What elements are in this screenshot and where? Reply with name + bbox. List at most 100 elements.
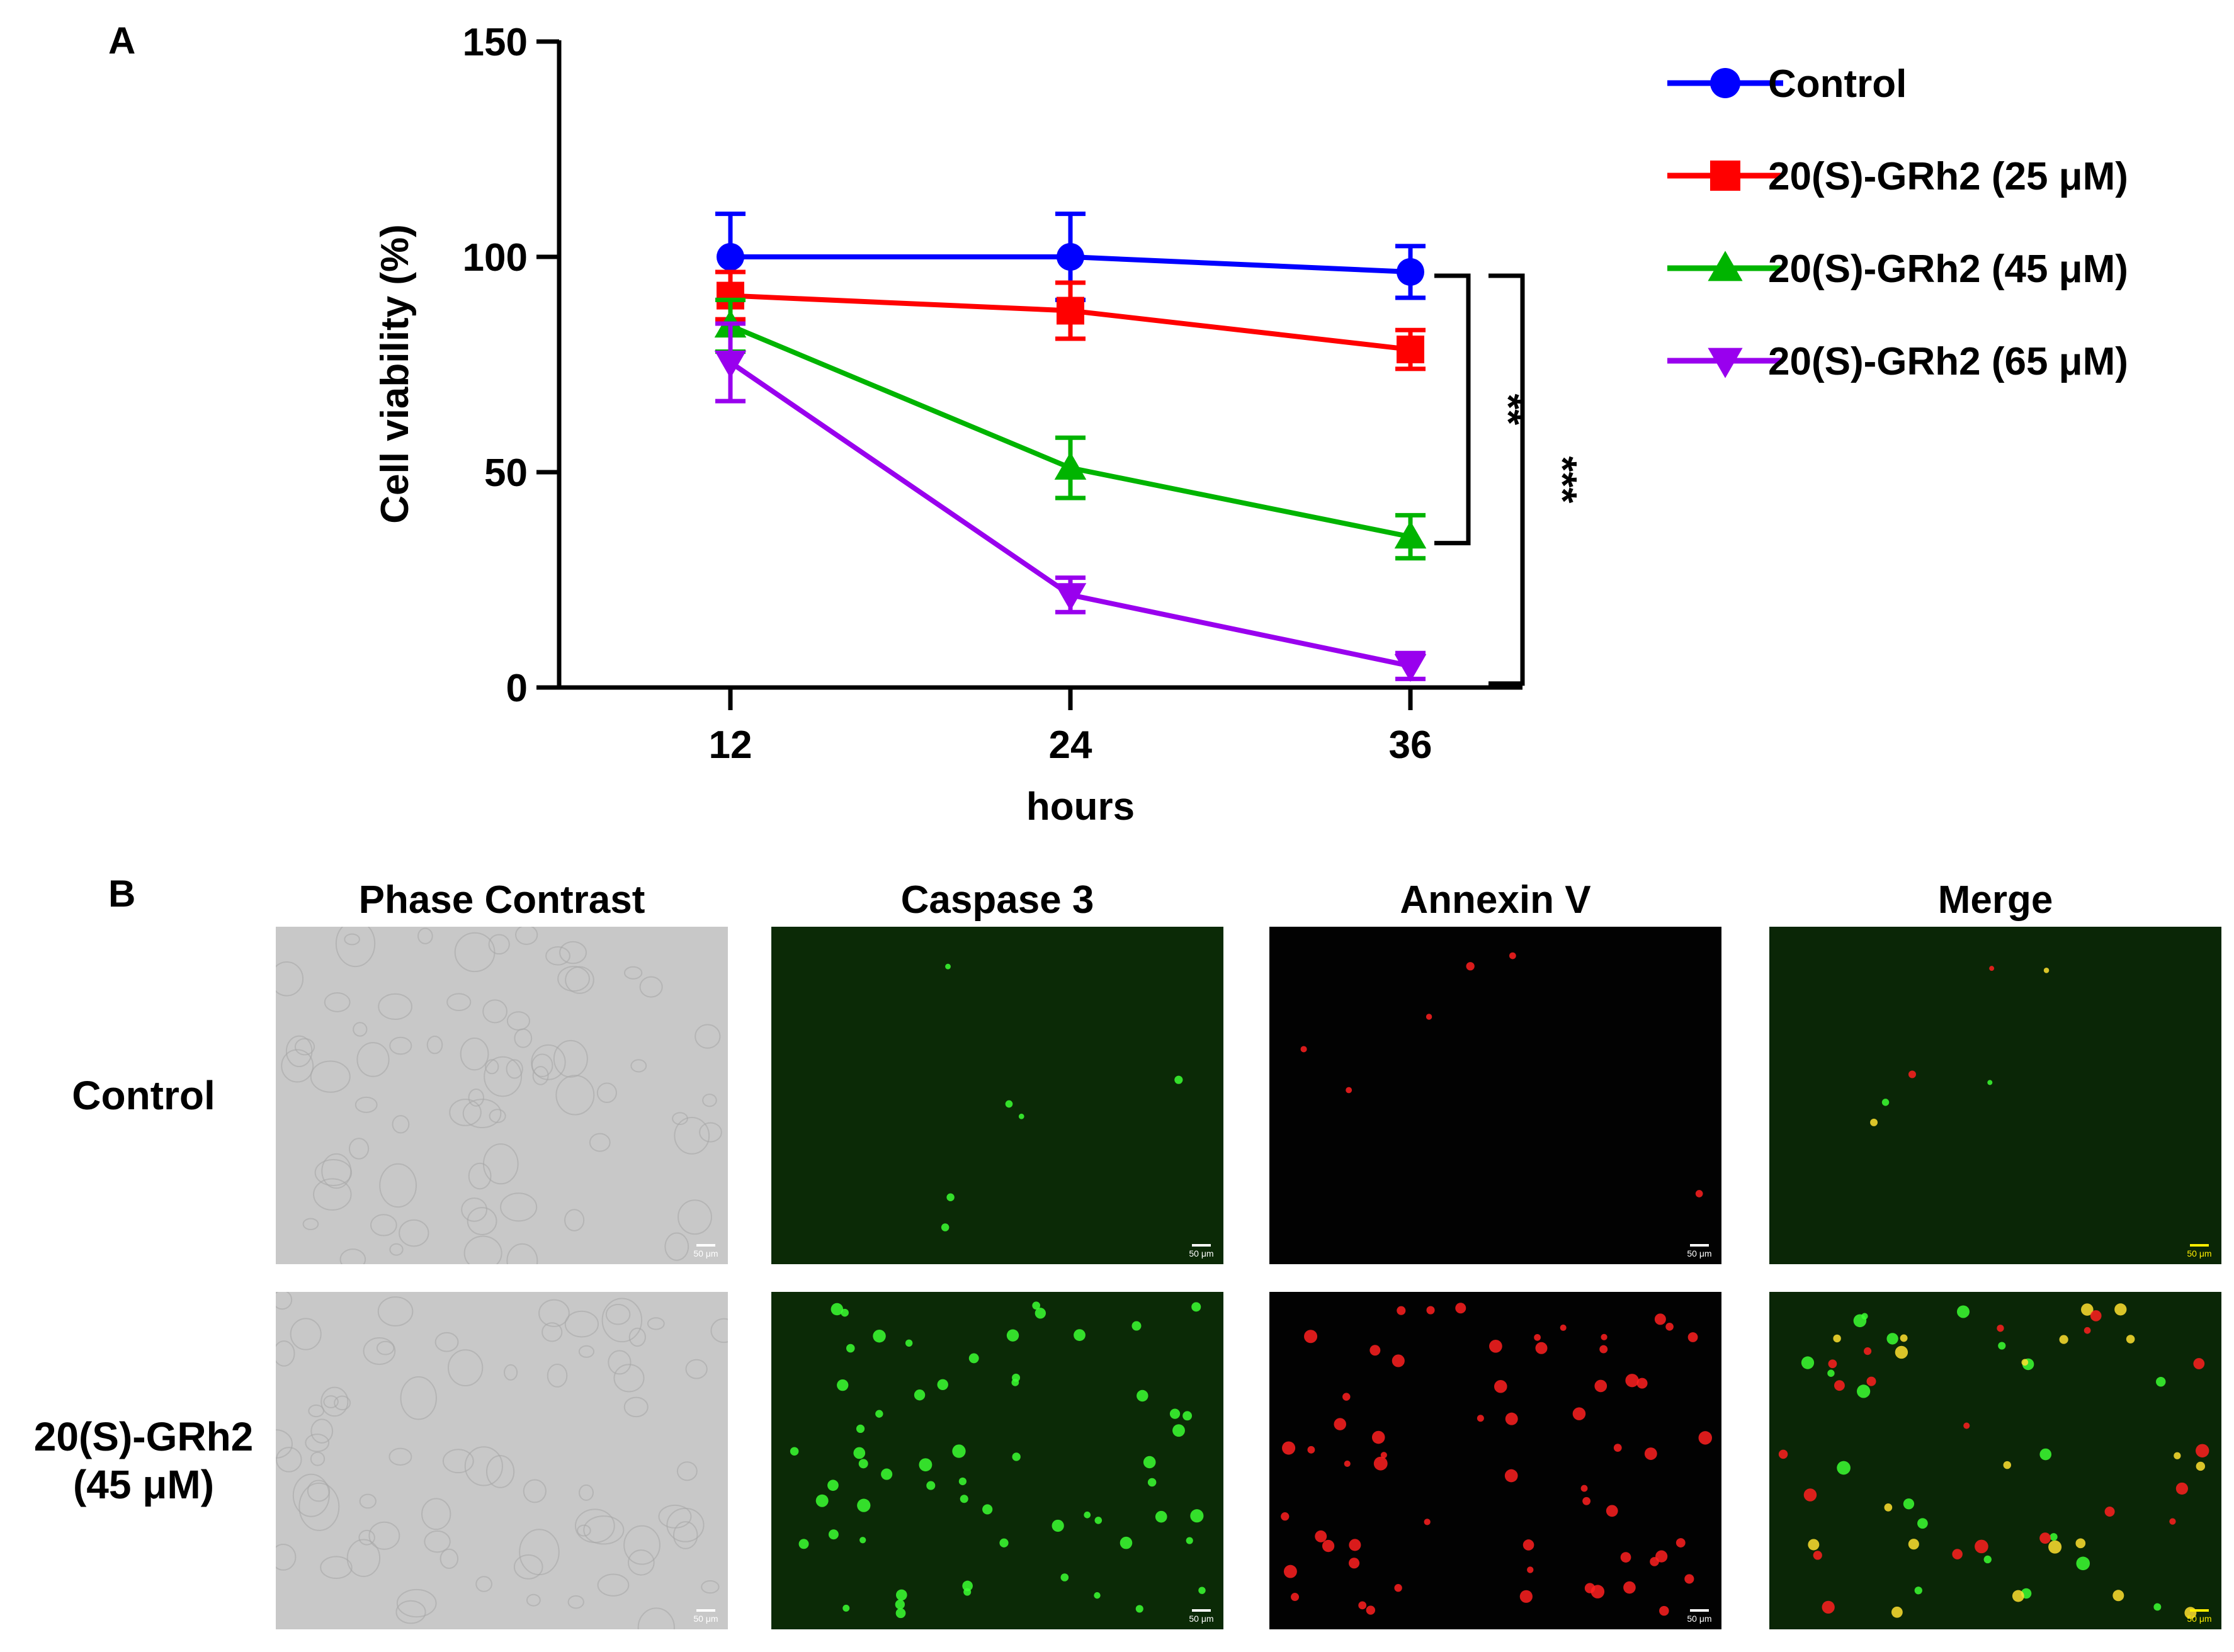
bracket-line [1488, 273, 1525, 686]
cell-outline [434, 1332, 459, 1352]
cell-outline [623, 1525, 661, 1565]
cell-outline [395, 1600, 426, 1624]
cell-outline [605, 1303, 631, 1325]
fluorescent-cell [827, 1479, 839, 1491]
significance-brackets: ***** [1434, 273, 1585, 686]
y-tick-label: 150 [463, 21, 528, 64]
cell-outline [447, 1349, 484, 1386]
cell-outline [608, 1350, 632, 1375]
fluorescent-cell [1291, 1593, 1300, 1602]
cell-outline [359, 1493, 377, 1509]
series-3 [714, 321, 1427, 682]
fluorescent-cell [1334, 1418, 1346, 1430]
cell-outline [485, 1455, 515, 1488]
image-content [1300, 952, 1703, 1197]
cell-outline [298, 1482, 340, 1531]
cell-outline [500, 1192, 538, 1222]
fluorescent-cell [1620, 1552, 1631, 1563]
image-content [276, 927, 722, 1264]
cell-outline [589, 1133, 611, 1152]
cell-outline [339, 1248, 366, 1264]
fluorescent-cell [1886, 1333, 1898, 1345]
x-tick-label: 24 [1049, 723, 1092, 767]
cell-outline [421, 1498, 451, 1530]
fluorescent-cell [1908, 1539, 1919, 1550]
cell-outline [320, 1556, 353, 1580]
fluorescent-cell [1560, 1324, 1567, 1331]
fluorescent-cell [945, 963, 951, 970]
fluorescent-cell [1477, 1415, 1484, 1422]
fluorescent-cell [790, 1447, 799, 1456]
cell-outline [564, 1310, 599, 1338]
fluorescent-cell [1535, 1342, 1548, 1354]
cell-outline [323, 1395, 339, 1408]
fluorescent-cell [2084, 1327, 2091, 1334]
fluorescent-cell [1987, 1080, 1993, 1085]
fluorescent-cell [999, 1538, 1009, 1547]
fluorescent-cell [828, 1529, 839, 1540]
data-point [714, 350, 747, 378]
cell-outline [363, 1337, 396, 1366]
fluorescent-cell [895, 1589, 907, 1601]
fluorescent-cell [1861, 1313, 1868, 1320]
cell-outline [513, 1554, 543, 1580]
fluorescent-cell [1006, 1329, 1019, 1342]
cell-outline [489, 1109, 506, 1123]
cell-outline [567, 1595, 584, 1609]
cell-outline [460, 1037, 489, 1071]
fluorescent-cell [1084, 1511, 1091, 1519]
cell-outline [547, 1363, 568, 1388]
legend-label: 20(S)-GRh2 (65 μM) [1768, 340, 2128, 383]
fluorescent-cell [905, 1339, 913, 1347]
cell-outline [310, 1451, 326, 1466]
image-content [1281, 1303, 1712, 1616]
cell-outline [506, 1243, 538, 1264]
cell-outline [335, 927, 376, 968]
cell-outline [545, 946, 570, 966]
cell-outline [358, 1529, 375, 1546]
scale-bar-label: 50 μm [1189, 1614, 1213, 1624]
fluorescent-cell [941, 1223, 950, 1231]
cell-outline [399, 1219, 429, 1247]
fluorescent-cell [2003, 1461, 2011, 1469]
legend-label: Control [1768, 62, 1907, 106]
scale-bar-label: 50 μm [1687, 1248, 1711, 1259]
data-point [1057, 243, 1084, 271]
fluorescent-cell [1808, 1539, 1820, 1551]
cell-outline [515, 927, 538, 945]
fluorescent-cell [1169, 1408, 1181, 1419]
x-axis-title: hours [1026, 785, 1135, 829]
fluorescent-cell [2012, 1590, 2024, 1602]
fluorescent-cell [873, 1329, 886, 1343]
cell-outline [526, 1593, 541, 1607]
fluorescent-cell [1455, 1303, 1466, 1314]
column-header: Caspase 3 [901, 878, 1094, 922]
image-background [1769, 927, 2221, 1264]
image-background [771, 927, 1223, 1264]
fluorescent-cell [1917, 1518, 1928, 1529]
fluorescent-cell [2039, 1448, 2052, 1461]
data-point [1710, 161, 1740, 191]
cell-outline [464, 1446, 503, 1486]
cell-outline [553, 1039, 588, 1078]
fluorescent-cell [1174, 1075, 1183, 1084]
fluorescent-cell [2193, 1358, 2205, 1369]
scale-bar-label: 50 μm [2187, 1248, 2211, 1259]
cell-outline [276, 1429, 293, 1459]
fluorescent-cell [2153, 1603, 2162, 1611]
fluorescent-cell [952, 1444, 966, 1458]
fluorescent-cell [2174, 1452, 2181, 1459]
cell-outline [564, 1209, 585, 1231]
cell-outline [305, 1434, 330, 1452]
microscopy-image: 50 μm [1769, 1292, 2221, 1629]
fluorescent-cell [1778, 1449, 1788, 1459]
fluorescent-cell [1833, 1334, 1841, 1343]
cell-outline [674, 1117, 710, 1155]
fluorescent-cell [1135, 1605, 1143, 1613]
cell-outline [630, 1059, 647, 1073]
fluorescent-cell [1998, 1342, 2006, 1350]
cell-outline [276, 1543, 297, 1571]
cell-outline [623, 966, 643, 980]
cell-outline [523, 1479, 547, 1503]
